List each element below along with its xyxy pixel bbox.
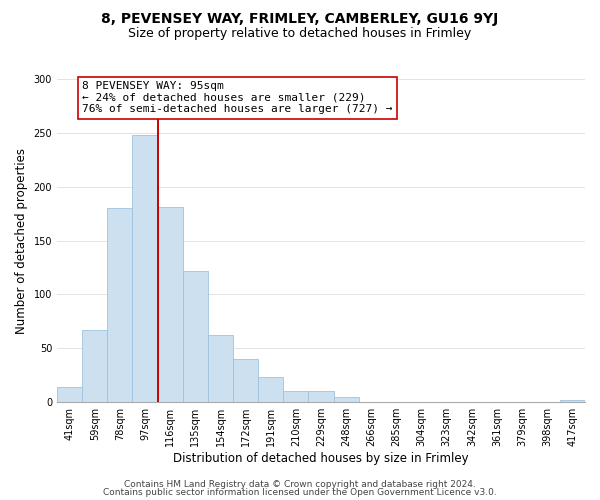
Bar <box>133 135 158 402</box>
Y-axis label: Number of detached properties: Number of detached properties <box>15 148 28 334</box>
Text: 8, PEVENSEY WAY, FRIMLEY, CAMBERLEY, GU16 9YJ: 8, PEVENSEY WAY, FRIMLEY, CAMBERLEY, GU1… <box>101 12 499 26</box>
Bar <box>107 208 133 402</box>
Bar <box>183 271 208 402</box>
Bar <box>82 330 107 402</box>
Text: Contains public sector information licensed under the Open Government Licence v3: Contains public sector information licen… <box>103 488 497 497</box>
Bar <box>158 207 183 402</box>
Text: 8 PEVENSEY WAY: 95sqm
← 24% of detached houses are smaller (229)
76% of semi-det: 8 PEVENSEY WAY: 95sqm ← 24% of detached … <box>82 81 392 114</box>
Bar <box>283 392 308 402</box>
Bar <box>208 336 233 402</box>
Text: Contains HM Land Registry data © Crown copyright and database right 2024.: Contains HM Land Registry data © Crown c… <box>124 480 476 489</box>
Bar <box>334 397 359 402</box>
Bar <box>258 378 283 402</box>
Text: Size of property relative to detached houses in Frimley: Size of property relative to detached ho… <box>128 28 472 40</box>
Bar <box>560 400 585 402</box>
Bar <box>308 392 334 402</box>
Bar <box>233 359 258 402</box>
Bar <box>57 387 82 402</box>
X-axis label: Distribution of detached houses by size in Frimley: Distribution of detached houses by size … <box>173 452 469 465</box>
